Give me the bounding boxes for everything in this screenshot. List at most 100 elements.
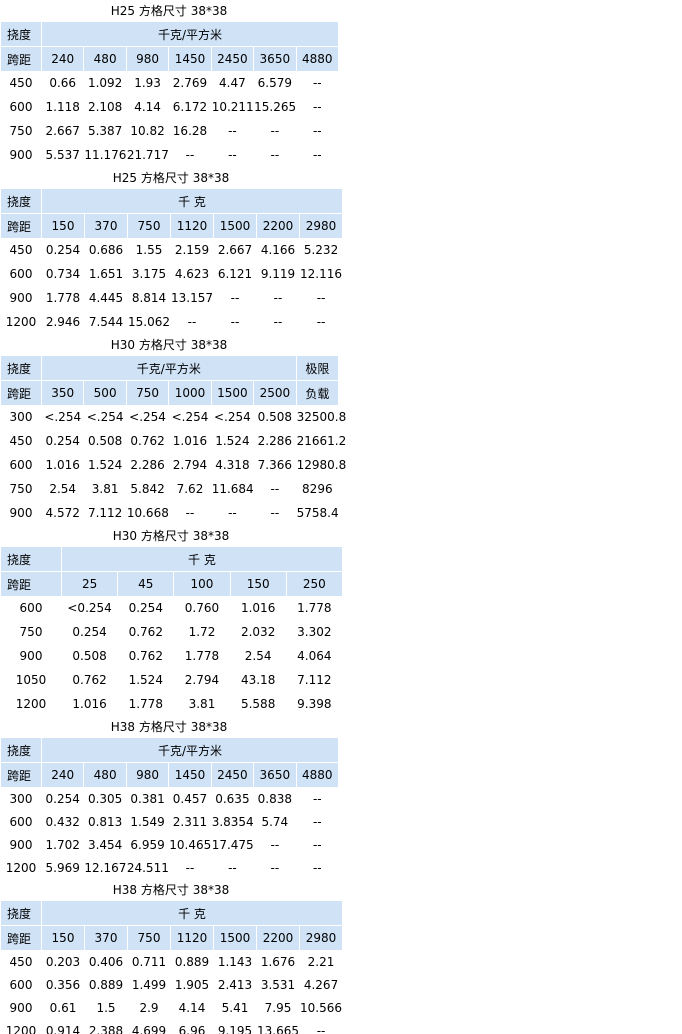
data-cell: 1.118 xyxy=(45,100,80,114)
data-cell: 3.175 xyxy=(131,267,167,281)
header-cell: 极限 xyxy=(296,356,339,381)
data-cell: 450 xyxy=(9,76,33,90)
data-cell: 0.432 xyxy=(45,814,80,829)
data-cell: 1200 xyxy=(5,1023,37,1034)
data-cell: 1.72 xyxy=(188,625,216,639)
data-row: 900 5.537 11.176 21.717 -- -- -- -- xyxy=(1,143,338,167)
data-cell: 4.064 xyxy=(297,649,332,663)
header-cell: 980 xyxy=(126,47,169,71)
table-block: H38 方格尺寸 38*38 挠度 千克/平方米 跨距 240 480 980 1450 245… xyxy=(0,716,339,879)
data-cell: 900 xyxy=(9,837,33,852)
data-cell: 450 xyxy=(9,434,33,448)
data-cell: 1.676 xyxy=(260,954,296,969)
data-table: 挠度千 克跨距 25 45 100 150 250 600 <0.254 0.254 0.760 1… xyxy=(0,547,343,716)
data-cell: 1.93 xyxy=(134,76,161,90)
header-cell: 350 xyxy=(42,381,84,405)
data-cell: 12.167 xyxy=(84,860,127,875)
header-cell: 45 xyxy=(118,572,174,596)
data-cell: 10.82 xyxy=(130,124,165,138)
header-cell: 1450 xyxy=(169,47,211,71)
header-cell: 500 xyxy=(84,381,126,405)
data-row: 900 0.508 0.762 1.778 2.54 4.064 xyxy=(1,644,342,668)
data-cell: 0.66 xyxy=(49,76,77,90)
data-cell: 450 xyxy=(9,243,33,257)
header-cell: 挠度 xyxy=(1,356,41,381)
header-cell: 25 xyxy=(62,572,118,596)
header-cell: 1120 xyxy=(171,926,213,950)
data-cell: 15.265 xyxy=(254,100,297,114)
data-cell: 0.762 xyxy=(128,625,163,639)
data-cell: 9.398 xyxy=(297,697,332,711)
page: {"tables": [ {"title": "H25 方格尺寸 38*38",… xyxy=(1,4,347,1034)
data-cell: 2.54 xyxy=(244,649,272,663)
header-cell: 2500 xyxy=(254,381,296,405)
data-cell: 1.092 xyxy=(87,76,123,90)
data-cell: 7.544 xyxy=(88,315,124,329)
data-row: 600 1.016 1.524 2.286 2.794 4.318 7.366 12980.8 xyxy=(1,453,347,477)
header-cell: 2200 xyxy=(257,214,299,238)
header-row: 挠度千 克 xyxy=(1,189,343,214)
data-cell: -- xyxy=(270,482,280,496)
data-cell: 4.14 xyxy=(178,1000,206,1015)
data-cell: 2.286 xyxy=(130,458,165,472)
data-cell: 2.946 xyxy=(45,315,81,329)
header-cell: 千克/平方米 xyxy=(42,22,339,47)
data-cell: 1.5 xyxy=(96,1000,116,1015)
data-cell: 5758.4 xyxy=(296,506,339,520)
header-cell: 480 xyxy=(84,763,126,787)
data-row: 1200 2.946 7.544 15.062 -- -- -- -- xyxy=(1,310,342,334)
data-cell: 3.8354 xyxy=(211,814,254,829)
data-cell: 2.794 xyxy=(172,458,208,472)
data-cell: 24.511 xyxy=(126,860,169,875)
data-cell: -- xyxy=(228,148,237,162)
data-cell: 6.959 xyxy=(130,837,165,852)
data-cell: 0.889 xyxy=(174,954,210,969)
data-cell: 6.172 xyxy=(172,100,208,114)
data-cell: -- xyxy=(228,506,237,520)
data-row: 300 0.254 0.305 0.381 0.457 0.635 0.838 -- xyxy=(1,787,338,810)
data-cell: 1.778 xyxy=(45,291,81,305)
data-cell: 11.684 xyxy=(211,482,254,496)
data-row: 1200 1.016 1.778 3.81 5.588 9.398 xyxy=(1,692,342,716)
header-cell: 挠度 xyxy=(1,738,41,763)
data-cell: 7.112 xyxy=(87,506,123,520)
data-cell: 0.762 xyxy=(130,434,165,448)
data-cell: 4.699 xyxy=(131,1023,167,1034)
data-cell: -- xyxy=(228,860,237,875)
header-cell: 100 xyxy=(174,572,230,596)
header-cell: 250 xyxy=(286,572,342,596)
data-cell: 1200 xyxy=(5,315,37,329)
data-cell: -- xyxy=(270,837,280,852)
data-cell: 4.47 xyxy=(219,76,246,90)
header-cell: 240 xyxy=(42,47,84,71)
table-title: H30 方格尺寸 38*38 xyxy=(112,529,230,543)
data-row: 1200 5.969 12.167 24.511 -- -- -- -- xyxy=(1,856,338,879)
data-cell: -- xyxy=(312,814,322,829)
data-cell: 2.667 xyxy=(45,124,80,138)
header-row: 挠度 千克/平方米 xyxy=(1,738,339,763)
data-cell: 2.311 xyxy=(172,814,208,829)
data-cell: 2.108 xyxy=(87,100,123,114)
data-cell: 2.54 xyxy=(49,482,77,496)
data-cell: 5.387 xyxy=(87,124,123,138)
data-cell: 5.842 xyxy=(130,482,165,496)
data-cell: 21.717 xyxy=(126,148,169,162)
data-row: 900 1.778 4.445 8.814 13.157 -- -- -- xyxy=(1,286,342,310)
header-cell: 750 xyxy=(126,381,169,405)
data-cell: 3.81 xyxy=(91,482,119,496)
data-row: 450 0.203 0.406 0.711 0.889 1.143 1.676 2.21 xyxy=(1,950,342,973)
data-cell: 2.769 xyxy=(172,76,208,90)
data-row: 450 0.66 1.092 1.93 2.769 4.47 6.579 -- xyxy=(1,71,338,95)
data-cell: 0.254 xyxy=(128,601,163,615)
data-cell: 5.232 xyxy=(303,243,339,257)
data-cell: 1.778 xyxy=(128,697,163,711)
header-cell: 980 xyxy=(126,763,169,787)
data-row: 600 0.734 1.651 3.175 4.623 6.121 9.119 12.116 xyxy=(1,262,342,286)
data-cell: 16.28 xyxy=(172,124,208,138)
data-cell: 7.112 xyxy=(297,673,332,687)
header-cell: 2200 xyxy=(257,926,299,950)
data-cell: -- xyxy=(228,124,237,138)
data-cell: -- xyxy=(270,506,280,520)
data-cell: 0.762 xyxy=(72,673,107,687)
header-cell: 2450 xyxy=(211,763,254,787)
